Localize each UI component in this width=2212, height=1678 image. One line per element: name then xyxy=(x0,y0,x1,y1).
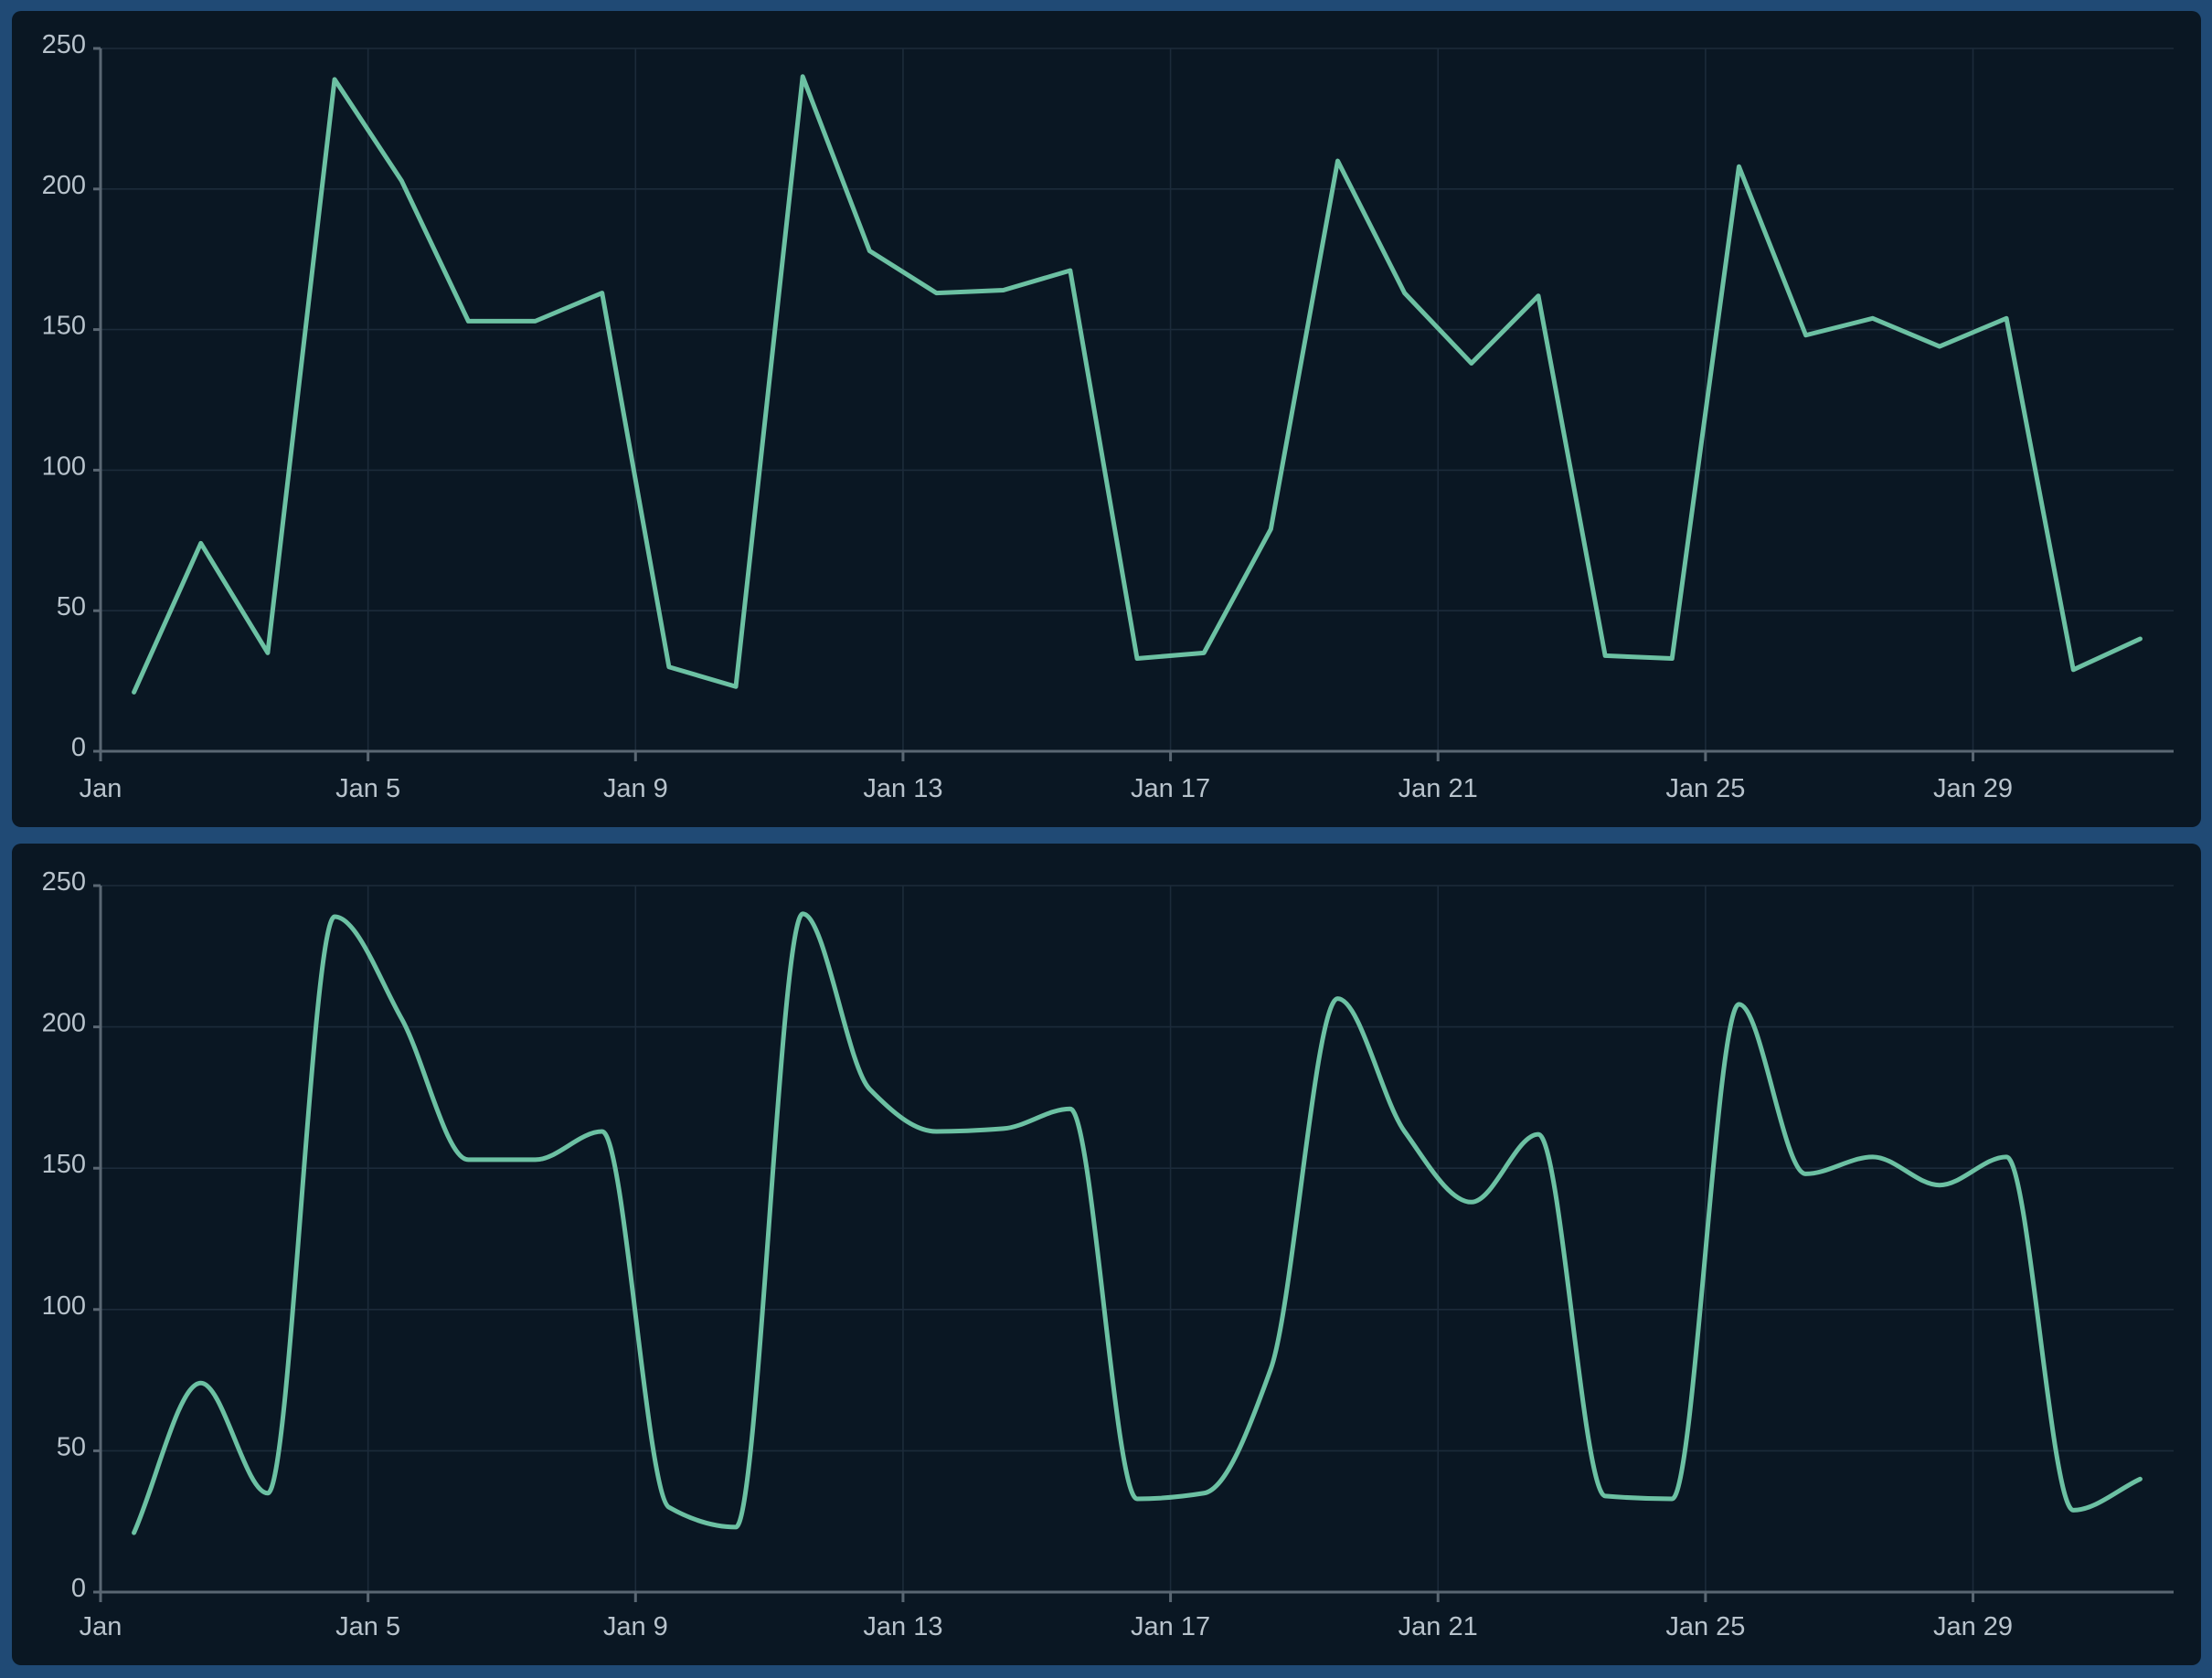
y-tick-label: 250 xyxy=(42,867,86,897)
x-tick-label: Jan 17 xyxy=(1131,1612,1210,1641)
x-tick-label: Jan 13 xyxy=(863,774,942,803)
bottom-series-line xyxy=(132,911,2143,1535)
x-tick-label: Jan 29 xyxy=(1933,774,2013,803)
x-tick-label: Jan 9 xyxy=(603,1612,668,1641)
y-tick-label: 200 xyxy=(42,1009,86,1038)
bottom-chart-canvas: 0 50 100 150 200 250 Jan Jan 5 Jan 9 Jan 13 Jan 17… xyxy=(42,867,2174,1641)
gridlines xyxy=(101,48,2174,751)
x-tick-label: Jan 21 xyxy=(1398,774,1478,803)
top-chart-canvas: 0 50 100 150 200 250 Jan Jan 5 Jan 9 Jan 13 Jan 17… xyxy=(42,30,2174,803)
y-tick-label: 250 xyxy=(42,30,86,59)
top-chart-panel: 0 50 100 150 200 250 Jan Jan 5 Jan 9 Jan 13 Jan 17… xyxy=(12,11,2201,827)
y-tick-label: 50 xyxy=(57,592,86,621)
axes xyxy=(93,884,2174,1602)
x-tick-label: Jan 25 xyxy=(1665,774,1745,803)
x-tick-label: Jan 13 xyxy=(863,1612,942,1641)
tick-labels: 0 50 100 150 200 250 Jan Jan 5 Jan 9 Jan 13 Jan 17… xyxy=(42,30,2013,803)
x-tick-label: Jan 5 xyxy=(335,1612,400,1641)
y-tick-label: 150 xyxy=(42,1150,86,1179)
tick-labels: 0 50 100 150 200 250 Jan Jan 5 Jan 9 Jan 13 Jan 17… xyxy=(42,867,2013,1641)
x-tick-label: Jan 21 xyxy=(1398,1612,1478,1641)
x-tick-label: Jan 29 xyxy=(1933,1612,2013,1641)
x-tick-label: Jan xyxy=(80,774,122,803)
axes xyxy=(93,47,2174,761)
y-tick-label: 150 xyxy=(42,312,86,341)
x-tick-label: Jan 17 xyxy=(1131,774,1210,803)
y-tick-label: 0 xyxy=(71,1574,86,1603)
y-tick-label: 100 xyxy=(42,1291,86,1321)
y-tick-label: 0 xyxy=(71,733,86,762)
y-tick-label: 50 xyxy=(57,1432,86,1461)
x-tick-label: Jan 5 xyxy=(335,774,400,803)
y-tick-label: 200 xyxy=(42,171,86,200)
x-tick-label: Jan xyxy=(80,1612,122,1641)
x-tick-label: Jan 9 xyxy=(603,774,668,803)
top-series-line xyxy=(132,74,2143,695)
x-tick-label: Jan 25 xyxy=(1665,1612,1745,1641)
y-tick-label: 100 xyxy=(42,451,86,481)
gridlines xyxy=(101,885,2174,1592)
bottom-chart-panel: 0 50 100 150 200 250 Jan Jan 5 Jan 9 Jan 13 Jan 17… xyxy=(12,844,2201,1665)
